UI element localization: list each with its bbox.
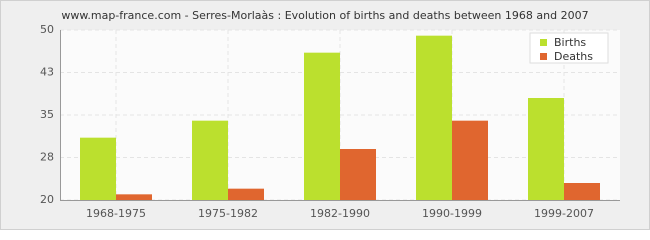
y-tick-label: 28 — [40, 151, 54, 164]
bar — [304, 52, 340, 200]
x-tick-label: 1968-1975 — [86, 207, 146, 220]
chart-title: www.map-france.com - Serres-Morlaàs : Ev… — [61, 9, 588, 22]
legend-label: Deaths — [554, 50, 593, 63]
y-tick-label: 35 — [40, 108, 54, 121]
bar — [564, 183, 600, 200]
bar — [228, 188, 264, 200]
bar — [192, 120, 228, 200]
legend-swatch — [540, 53, 547, 60]
bar — [116, 194, 152, 200]
y-tick-label: 20 — [40, 193, 54, 206]
chart: www.map-france.com - Serres-Morlaàs : Ev… — [0, 0, 650, 230]
x-tick-label: 1975-1982 — [198, 207, 258, 220]
x-tick-label: 1999-2007 — [534, 207, 594, 220]
x-tick-label: 1990-1999 — [422, 207, 482, 220]
legend-label: Births — [554, 36, 586, 49]
legend-swatch — [540, 39, 547, 46]
legend-box — [529, 32, 609, 64]
bar — [452, 120, 488, 200]
y-tick-label: 50 — [40, 23, 54, 36]
bar — [340, 149, 376, 200]
y-tick-label: 43 — [40, 66, 54, 79]
bar — [80, 137, 116, 200]
x-tick-label: 1982-1990 — [310, 207, 370, 220]
bar — [528, 98, 564, 200]
bar — [416, 35, 452, 200]
